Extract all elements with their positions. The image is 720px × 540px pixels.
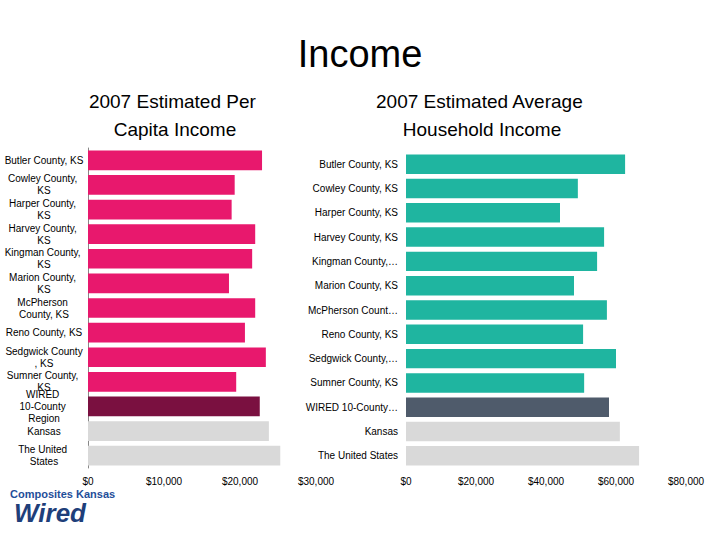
svg-text:$0: $0 xyxy=(400,476,412,487)
svg-text:$60,000: $60,000 xyxy=(598,476,635,487)
svg-text:County, KS: County, KS xyxy=(19,309,69,320)
svg-text:$30,000: $30,000 xyxy=(298,476,335,487)
svg-text:Butler County, KS: Butler County, KS xyxy=(5,155,84,166)
svg-text:Butler County, KS: Butler County, KS xyxy=(319,159,398,170)
svg-text:, KS: , KS xyxy=(35,358,54,369)
svg-text:10-County: 10-County xyxy=(20,401,69,412)
svg-text:Cowley County, KS: Cowley County, KS xyxy=(313,183,399,194)
svg-text:Kansas: Kansas xyxy=(365,426,398,437)
svg-text:Harvey County,: Harvey County, xyxy=(9,223,80,234)
svg-text:2007 Estimated Per: 2007 Estimated Per xyxy=(89,91,261,112)
svg-text:Reno County, KS: Reno County, KS xyxy=(321,329,398,340)
svg-text:Composites Kansas: Composites Kansas xyxy=(10,487,116,500)
svg-text:Marion County, KS: Marion County, KS xyxy=(315,280,399,291)
svg-text:Kingman County,: Kingman County, xyxy=(5,247,84,258)
svg-text:The United: The United xyxy=(18,444,70,455)
svg-text:The United States: The United States xyxy=(318,450,398,461)
svg-text:Reno County, KS: Reno County, KS xyxy=(6,327,83,338)
svg-text:Kansas: Kansas xyxy=(27,426,60,437)
svg-text:Marion County,: Marion County, xyxy=(9,272,79,283)
svg-text:McPherson: McPherson xyxy=(17,297,70,308)
svg-text:Capita Income: Capita Income xyxy=(114,119,237,140)
svg-text:KS: KS xyxy=(37,210,51,221)
svg-text:Sumner County,: Sumner County, xyxy=(7,370,81,381)
svg-text:Sedgwick County,…: Sedgwick County,… xyxy=(309,353,398,364)
svg-text:Harper County,: Harper County, xyxy=(9,198,79,209)
svg-text:$0: $0 xyxy=(82,476,94,487)
svg-text:$40,000: $40,000 xyxy=(528,476,565,487)
svg-text:Region: Region xyxy=(28,413,60,424)
svg-text:$10,000: $10,000 xyxy=(146,476,183,487)
svg-text:Household Income: Household Income xyxy=(403,119,561,140)
svg-text:Wired: Wired xyxy=(14,498,87,528)
svg-text:Sumner County, KS: Sumner County, KS xyxy=(310,377,398,388)
svg-text:KS: KS xyxy=(37,235,51,246)
svg-text:$20,000: $20,000 xyxy=(222,476,259,487)
svg-text:Cowley County,: Cowley County, xyxy=(8,173,80,184)
svg-text:KS: KS xyxy=(37,259,51,270)
svg-text:$20,000: $20,000 xyxy=(458,476,495,487)
svg-text:Kingman County,…: Kingman County,… xyxy=(312,256,398,267)
svg-text:KS: KS xyxy=(37,284,51,295)
svg-text:Sedgwick County: Sedgwick County xyxy=(5,346,82,357)
svg-text:$80,000: $80,000 xyxy=(668,476,705,487)
svg-text:WIRED 10-County…: WIRED 10-County… xyxy=(306,402,398,413)
svg-text:States: States xyxy=(30,456,58,467)
svg-text:KS: KS xyxy=(37,382,51,394)
svg-text:Harvey County, KS: Harvey County, KS xyxy=(314,232,399,243)
svg-text:McPherson Count…: McPherson Count… xyxy=(308,305,398,316)
svg-text:Income: Income xyxy=(298,33,423,75)
svg-text:2007 Estimated Average: 2007 Estimated Average xyxy=(376,91,588,112)
svg-text:Harper County, KS: Harper County, KS xyxy=(315,207,399,218)
svg-text:KS: KS xyxy=(37,185,51,196)
svg-text:WIRED: WIRED xyxy=(26,389,62,400)
